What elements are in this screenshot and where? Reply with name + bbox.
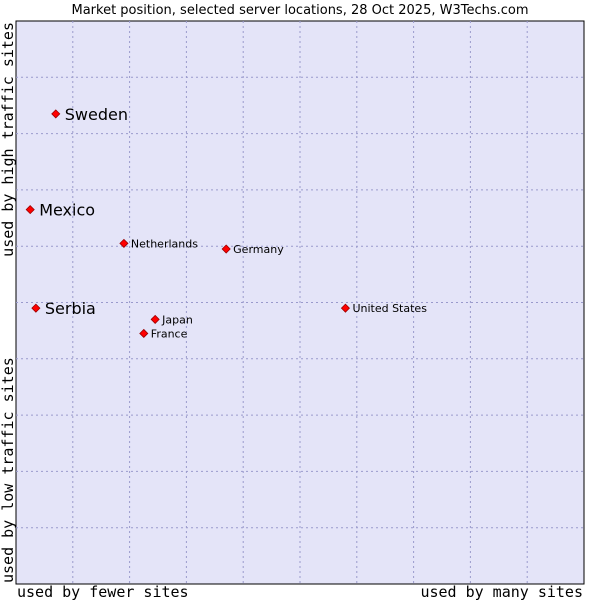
point-label: Netherlands xyxy=(131,237,198,250)
point-marker xyxy=(150,314,160,324)
data-point-japan: Japan xyxy=(150,313,193,326)
point-label: Serbia xyxy=(45,299,96,318)
data-points: Sweden Mexico Netherlands Germany Serbia Japa… xyxy=(25,105,427,340)
point-label: Germany xyxy=(233,243,284,256)
data-point-sweden: Sweden xyxy=(51,105,128,124)
point-marker xyxy=(139,328,149,339)
data-point-serbia: Serbia xyxy=(31,299,96,318)
point-label: Sweden xyxy=(65,105,128,124)
point-label: Mexico xyxy=(39,201,95,220)
point-marker xyxy=(119,238,129,248)
point-marker xyxy=(25,205,35,215)
point-label: Japan xyxy=(161,313,193,326)
y-axis-label-top: used by high traffic sites xyxy=(0,22,17,257)
data-point-united-states: United States xyxy=(340,302,427,315)
data-point-france: France xyxy=(139,327,188,340)
x-axis-label-right: used by many sites xyxy=(420,583,583,600)
point-marker xyxy=(51,109,61,119)
data-point-germany: Germany xyxy=(221,243,284,256)
point-label: United States xyxy=(352,302,427,315)
data-point-netherlands: Netherlands xyxy=(119,237,198,250)
x-axis-label-left: used by fewer sites xyxy=(17,583,189,600)
y-axis-label-bottom: used by low traffic sites xyxy=(0,357,17,583)
grid xyxy=(16,21,584,584)
chart-title: Market position, selected server locatio… xyxy=(71,3,528,18)
point-marker xyxy=(31,303,41,313)
data-point-mexico: Mexico xyxy=(25,201,95,220)
point-marker xyxy=(340,303,351,313)
point-label: France xyxy=(151,327,188,340)
point-marker xyxy=(221,244,231,254)
